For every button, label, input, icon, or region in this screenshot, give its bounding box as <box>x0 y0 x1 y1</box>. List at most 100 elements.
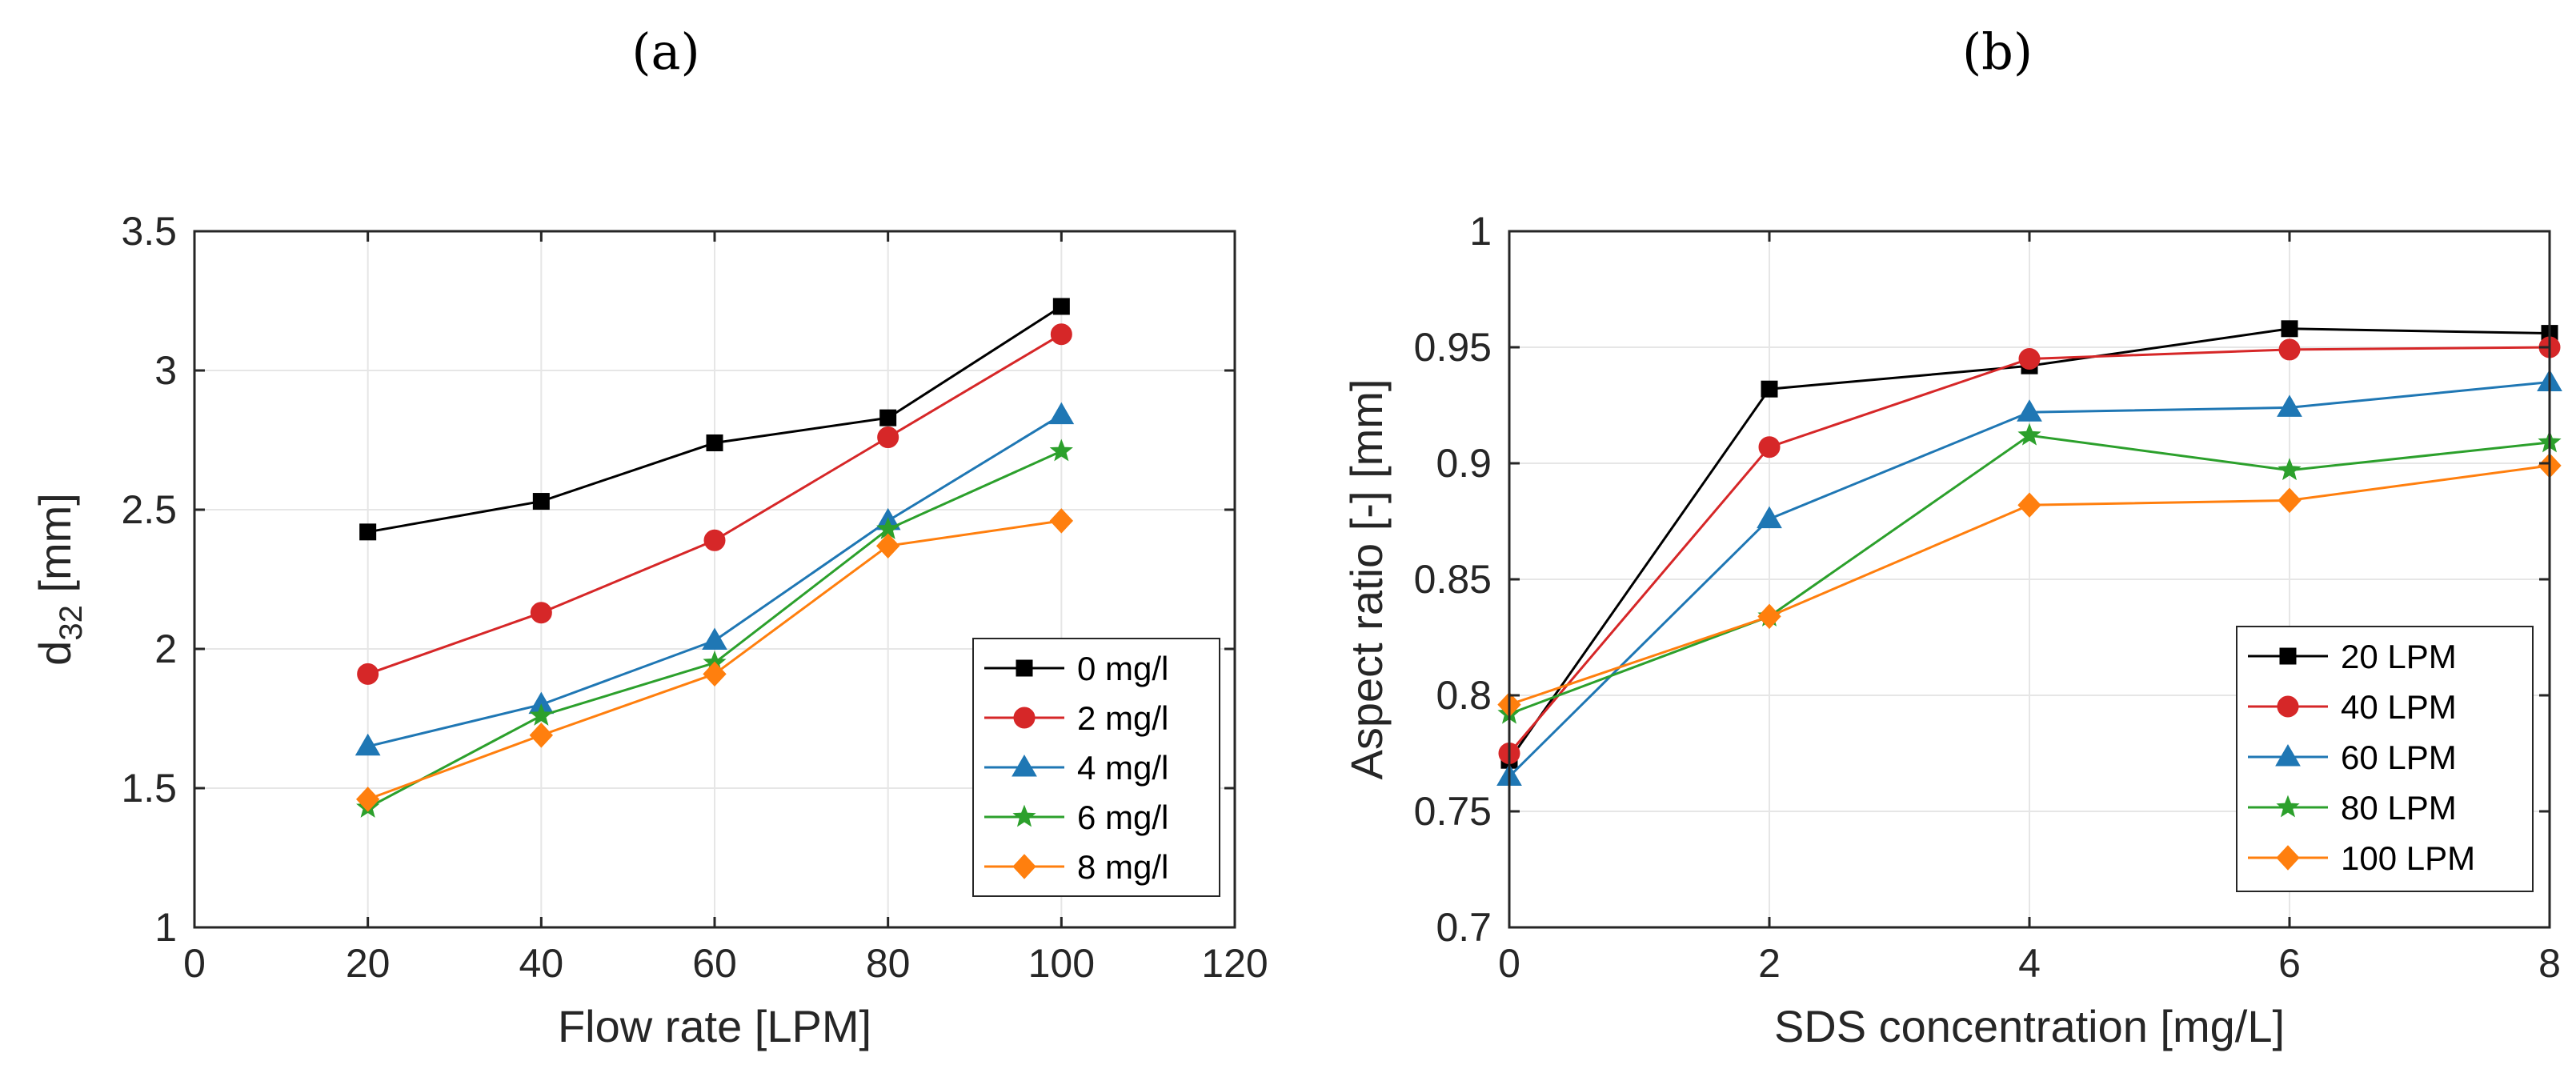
y-tick-label: 0.85 <box>1414 557 1492 602</box>
data-point <box>703 529 726 551</box>
y-tick-label: 0.7 <box>1436 905 1492 950</box>
panel-a-legend: 0 mg/l 2 mg/l 4 mg/l 6 mg/l 8 mg/l <box>972 638 1220 897</box>
x-tick-label: 100 <box>1028 941 1095 986</box>
series-5 <box>1497 453 2562 718</box>
legend-entry: 4 mg/l <box>984 749 1168 787</box>
data-point <box>2278 458 2302 481</box>
panel-a-ylabel-sub: 32 <box>54 605 89 641</box>
x-tick-label: 8 <box>2538 941 2561 986</box>
legend-entry: 60 LPM <box>2248 739 2457 776</box>
y-tick-label: 2.5 <box>121 487 177 532</box>
panel-a-ylabel: d32 [mm] <box>30 493 89 666</box>
legend-entry: 2 mg/l <box>984 699 1168 737</box>
legend-label: 80 LPM <box>2341 789 2457 827</box>
data-point <box>1050 323 1072 346</box>
data-point <box>2278 338 2301 361</box>
panel-b-ticks: 0 2 4 6 8 0.7 0.75 0.8 0.85 0.9 0.95 1 <box>1414 209 2561 986</box>
y-tick-label: 2 <box>154 627 177 671</box>
legend-entry: 40 LPM <box>2248 688 2457 726</box>
data-point <box>1052 298 1070 315</box>
y-tick-label: 1.5 <box>121 766 177 811</box>
panel-a: (a) 0 20 40 60 80 100 120 1 1.5 2 2.5 3 3.5 Flow rat… <box>30 22 1268 1051</box>
legend-marker <box>1016 659 1033 677</box>
legend-marker <box>1012 804 1036 827</box>
panel-a-title: (a) <box>631 22 699 81</box>
data-point <box>1757 506 1782 529</box>
data-point <box>2017 422 2041 446</box>
panel-a-ylabel-main: d <box>30 641 80 666</box>
x-tick-label: 40 <box>519 941 564 986</box>
x-tick-label: 4 <box>2018 941 2041 986</box>
data-point <box>875 533 900 559</box>
data-point <box>529 723 554 748</box>
x-tick-label: 6 <box>2278 941 2301 986</box>
x-tick-label: 80 <box>866 941 911 986</box>
x-tick-label: 0 <box>183 941 206 986</box>
data-point <box>702 627 727 651</box>
panel-a-ticks: 0 20 40 60 80 100 120 1 1.5 2 2.5 3 3.5 <box>121 209 1268 986</box>
y-tick-label: 0.95 <box>1414 325 1492 370</box>
legend-label: 2 mg/l <box>1077 699 1168 737</box>
panel-a-xlabel: Flow rate [LPM] <box>558 1001 871 1051</box>
data-point <box>1049 438 1073 462</box>
data-point <box>2281 320 2298 338</box>
legend-marker <box>1012 754 1037 777</box>
data-point <box>2017 492 2041 518</box>
data-point <box>2017 399 2042 422</box>
legend-marker <box>2276 795 2300 818</box>
legend-marker <box>1012 854 1036 879</box>
data-point <box>532 493 550 510</box>
data-point <box>879 409 897 426</box>
legend-entry: 6 mg/l <box>984 799 1168 836</box>
y-tick-label: 1 <box>1469 209 1492 254</box>
x-tick-label: 60 <box>692 941 737 986</box>
y-tick-label: 0.8 <box>1436 673 1492 718</box>
panel-b-xlabel: SDS concentration [mg/L] <box>1774 1001 2285 1051</box>
data-point <box>1048 402 1075 425</box>
data-point <box>2278 487 2302 514</box>
panel-b-legend: 20 LPM 40 LPM 60 LPM 80 LPM 100 LPM <box>2236 626 2534 892</box>
data-point <box>703 661 727 687</box>
legend-entry: 20 LPM <box>2248 638 2457 675</box>
legend-entry: 80 LPM <box>2248 789 2457 827</box>
x-tick-label: 20 <box>346 941 391 986</box>
y-tick-label: 0.75 <box>1414 789 1492 834</box>
data-point <box>1757 603 1781 630</box>
data-point <box>1761 380 1778 398</box>
legend-label: 60 LPM <box>2341 739 2457 776</box>
x-tick-label: 0 <box>1498 941 1520 986</box>
series-5 <box>355 508 1074 812</box>
legend-label: 4 mg/l <box>1077 749 1168 787</box>
x-tick-label: 120 <box>1201 941 1268 986</box>
y-tick-label: 0.9 <box>1436 441 1492 486</box>
panel-b-title: (b) <box>1962 22 2033 81</box>
y-tick-label: 3 <box>154 348 177 393</box>
legend-label: 20 LPM <box>2341 638 2457 675</box>
legend-label: 0 mg/l <box>1077 650 1168 687</box>
y-tick-label: 3.5 <box>121 209 177 254</box>
legend-marker <box>2279 647 2297 665</box>
legend-label: 40 LPM <box>2341 688 2457 726</box>
legend-label: 8 mg/l <box>1077 848 1168 886</box>
legend-entry: 0 mg/l <box>984 650 1168 687</box>
data-point <box>706 434 723 451</box>
x-tick-label: 2 <box>1758 941 1781 986</box>
data-point <box>2018 348 2041 370</box>
panel-b: (b) 0 2 4 6 8 0.7 0.75 0.8 0.85 0.9 0.95 1 SDS conc… <box>1341 22 2562 1051</box>
panel-a-ylabel-unit: [mm] <box>30 493 80 605</box>
data-point <box>2277 394 2302 417</box>
panel-a-plot <box>355 298 1075 818</box>
data-point <box>530 602 552 624</box>
legend-entry: 8 mg/l <box>984 848 1168 886</box>
data-point <box>1758 436 1781 458</box>
series-2 <box>357 323 1072 685</box>
data-point <box>359 523 377 541</box>
legend-marker <box>2277 695 2299 718</box>
legend-label: 100 LPM <box>2341 839 2475 877</box>
legend-label: 6 mg/l <box>1077 799 1168 836</box>
data-point <box>1049 508 1074 534</box>
data-point <box>529 703 553 726</box>
y-tick-label: 1 <box>154 905 177 950</box>
legend-entry: 100 LPM <box>2248 839 2475 877</box>
